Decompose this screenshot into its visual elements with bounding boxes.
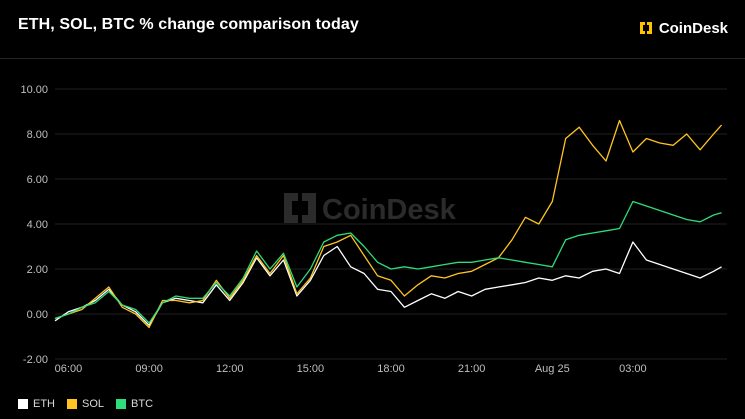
watermark-logo-icon [284, 193, 316, 223]
chart-area: CoinDesk -2.00 0.00 2.00 4.00 6.00 8.00 10.00 … [0, 59, 745, 389]
series-lines [54, 119, 723, 329]
legend-label-eth: ETH [33, 398, 55, 410]
series-line-btc[interactable] [54, 200, 722, 324]
y-tick-label: 2.00 [27, 264, 48, 276]
coindesk-watermark: CoinDesk [284, 193, 457, 226]
y-tick-label: 4.00 [27, 219, 48, 231]
y-tick-label: -2.00 [23, 354, 48, 366]
y-tick-label: 6.00 [27, 174, 48, 186]
watermark-text: CoinDesk [322, 194, 457, 226]
line-chart: CoinDesk -2.000.002.004.006.008.0010.00 … [20, 84, 727, 375]
x-tick-label: 12:00 [216, 363, 244, 375]
legend-swatch-sol [67, 399, 77, 409]
x-tick-label: 03:00 [619, 363, 647, 375]
y-tick-label: 10.00 [20, 84, 48, 96]
coindesk-logo-text: CoinDesk [658, 19, 728, 37]
x-tick-label: 21:00 [458, 363, 486, 375]
coindesk-logo-icon [639, 22, 652, 34]
header-divider [0, 58, 745, 59]
x-tick-label: 18:00 [377, 363, 405, 375]
chart-title: ETH, SOL, BTC % change comparison today [18, 16, 359, 33]
x-tick-label: 09:00 [135, 363, 163, 375]
legend-label-sol: SOL [82, 398, 105, 410]
legend-item-btc[interactable]: BTC [116, 398, 153, 410]
legend-swatch-btc [116, 399, 127, 409]
legend-label-btc: BTC [131, 398, 154, 410]
series-line-eth[interactable] [54, 241, 722, 326]
legend-swatch-eth [18, 399, 28, 409]
x-axis-ticks: 06:00 09:00 12:00 15:00 18:00 21:00 Aug 25 03:0… [55, 363, 647, 375]
legend: ETH SOL BTC [18, 398, 153, 410]
x-tick-label: Aug 25 [535, 363, 570, 375]
y-tick-label: 0.00 [27, 309, 48, 321]
y-tick-label: 8.00 [27, 129, 48, 141]
chart-header: ETH, SOL, BTC % change comparison today … [0, 0, 745, 58]
x-tick-label: 06:00 [55, 363, 83, 375]
legend-item-eth[interactable]: ETH [18, 398, 55, 410]
legend-item-sol[interactable]: SOL [67, 398, 104, 410]
x-tick-label: 15:00 [297, 363, 325, 375]
y-axis-ticks: -2.00 0.00 2.00 4.00 6.00 8.00 10.00 [20, 84, 48, 366]
coindesk-logo: CoinDesk [638, 17, 728, 39]
